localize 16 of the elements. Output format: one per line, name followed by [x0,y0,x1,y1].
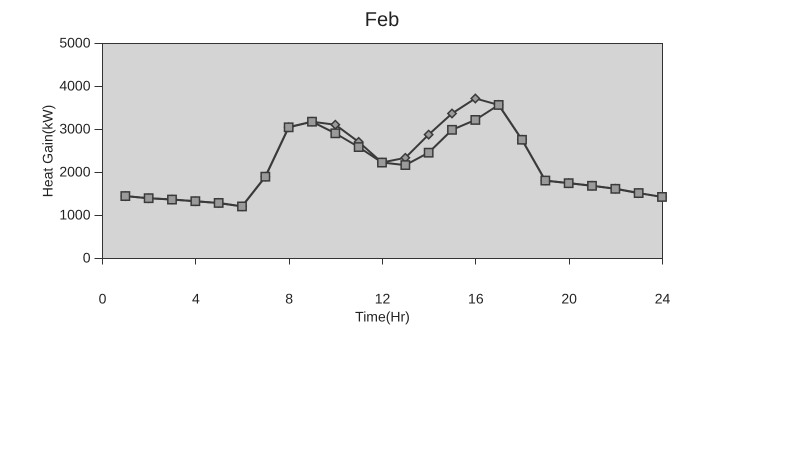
x-tick-label: 0 [98,290,107,306]
x-tick-label: 8 [285,290,294,306]
y-tick-label: 2000 [59,164,91,180]
y-tick-label: 0 [82,250,91,266]
y-tick-label: 3000 [59,120,91,136]
y-tick-label: 4000 [59,78,91,94]
y-tick-label: 1000 [59,206,91,222]
x-tick-label: 16 [468,290,484,306]
x-tick-label: 4 [192,290,200,306]
x-axis-title: Time(Hr) [355,308,410,324]
chart-title: Feb [364,9,400,31]
x-tick-label: 12 [374,290,390,306]
x-tick-label: 24 [654,290,670,306]
x-tick-label: 20 [561,290,578,306]
y-axis-title: Heat Gain(kW) [39,104,56,198]
y-tick-label: 5000 [59,34,91,50]
